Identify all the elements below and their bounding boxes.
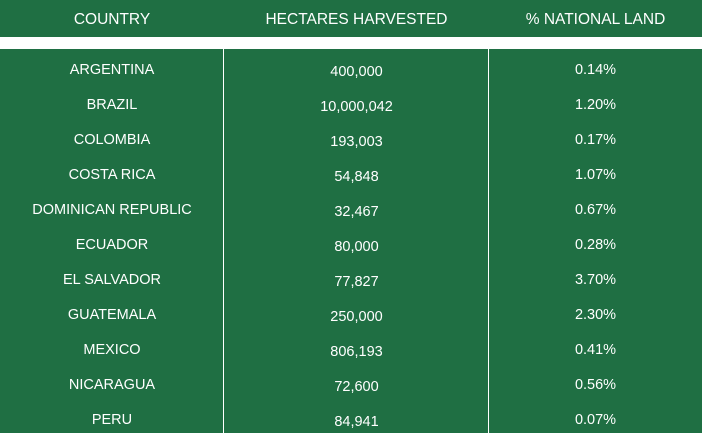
table-row: COLOMBIA 193,003 0.17% [0, 121, 702, 156]
table-header: COUNTRY HECTARES HARVESTED % NATIONAL LA… [0, 0, 702, 37]
hectares-cell: 32,467 [334, 204, 379, 220]
hectares-cell: 193,003 [330, 134, 383, 150]
table-row: ECUADOR 80,000 0.28% [0, 226, 702, 261]
hectares-cell: 250,000 [330, 309, 383, 325]
national-land-cell: 1.07% [574, 167, 617, 183]
hectares-cell: 400,000 [330, 64, 383, 80]
country-cell: DOMINICAN REPUBLIC [32, 202, 192, 218]
table-row: PERU 84,941 0.07% [0, 401, 702, 433]
table-row: NICARAGUA 72,600 0.56% [0, 366, 702, 401]
table-body: ARGENTINA 400,000 0.14% BRAZIL 10,000,042 1.2… [0, 49, 702, 433]
country-cell: ECUADOR [75, 237, 149, 253]
hectares-cell: 806,193 [330, 344, 383, 360]
national-land-cell: 3.70% [574, 272, 617, 288]
national-land-cell: 0.17% [574, 132, 617, 148]
country-cell: NICARAGUA [68, 377, 156, 393]
table-row: ARGENTINA 400,000 0.14% [0, 51, 702, 86]
national-land-cell: 0.28% [574, 237, 617, 253]
country-cell: ARGENTINA [69, 62, 155, 78]
table-row: DOMINICAN REPUBLIC 32,467 0.67% [0, 191, 702, 226]
hectares-cell: 80,000 [334, 239, 379, 255]
header-separator [0, 37, 702, 49]
header-national-land: % NATIONAL LAND [525, 11, 666, 28]
country-cell: EL SALVADOR [62, 272, 162, 288]
table-row: GUATEMALA 250,000 2.30% [0, 296, 702, 331]
hectares-cell: 84,941 [334, 414, 379, 430]
hectares-cell: 54,848 [334, 169, 379, 185]
national-land-cell: 2.30% [574, 307, 617, 323]
national-land-cell: 0.67% [574, 202, 617, 218]
national-land-cell: 0.07% [574, 412, 617, 428]
table-row: BRAZIL 10,000,042 1.20% [0, 86, 702, 121]
country-cell: COSTA RICA [68, 167, 156, 183]
header-hectares-harvested: HECTARES HARVESTED [265, 11, 448, 28]
country-cell: COLOMBIA [73, 132, 151, 148]
country-cell: MEXICO [83, 342, 141, 358]
hectares-cell: 72,600 [334, 379, 379, 395]
column-divider-hectares [224, 49, 489, 433]
table-row: COSTA RICA 54,848 1.07% [0, 156, 702, 191]
header-country: COUNTRY [73, 11, 151, 28]
national-land-cell: 0.56% [574, 377, 617, 393]
national-land-cell: 0.14% [574, 62, 617, 78]
country-cell: PERU [91, 412, 133, 428]
table-row: MEXICO 806,193 0.41% [0, 331, 702, 366]
national-land-cell: 0.41% [574, 342, 617, 358]
hectares-cell: 77,827 [334, 274, 379, 290]
country-cell: GUATEMALA [67, 307, 157, 323]
table-row: EL SALVADOR 77,827 3.70% [0, 261, 702, 296]
column-divider-country [0, 49, 224, 433]
national-land-cell: 1.20% [574, 97, 617, 113]
country-cell: BRAZIL [86, 97, 138, 113]
hectares-cell: 10,000,042 [320, 99, 393, 115]
